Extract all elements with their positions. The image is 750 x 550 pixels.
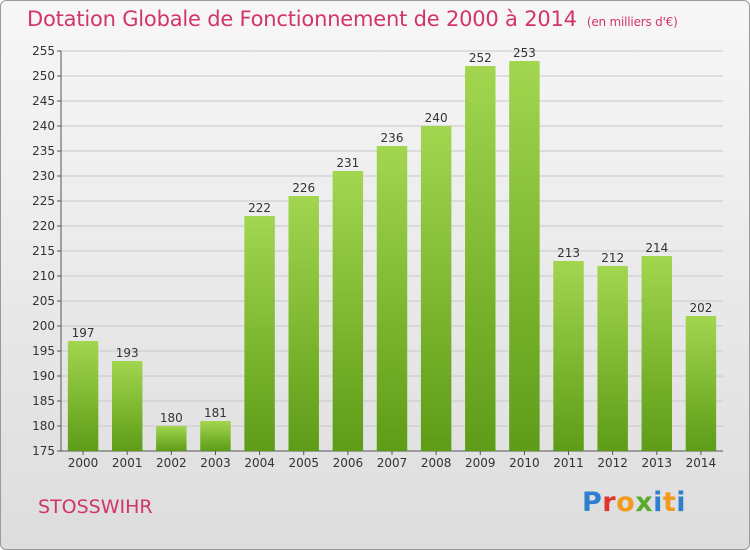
bar-value-label: 253	[513, 46, 536, 60]
x-tick-label: 2009	[465, 456, 496, 470]
commune-name: STOSSWIHR	[38, 496, 153, 518]
x-tick-label: 2012	[597, 456, 628, 470]
bar	[156, 426, 187, 451]
y-tick-label: 230	[32, 169, 55, 183]
bars: 197 193 180 181 222 226 231 236 240 252 253 213 212 2…	[67, 46, 717, 451]
bar	[509, 61, 540, 451]
y-tick-label: 195	[32, 344, 55, 358]
title-unit: (en milliers d'€)	[586, 15, 678, 29]
bar-value-label: 213	[557, 246, 580, 260]
bar	[244, 216, 275, 451]
bar-value-label: 212	[601, 251, 624, 265]
proxiti-logo: Proxiti	[582, 487, 687, 518]
chart-title: Dotation Globale de Fonctionnement de 20…	[27, 7, 678, 31]
title-text: Dotation Globale de Fonctionnement de 20…	[27, 7, 577, 31]
bar-value-label: 231	[336, 156, 359, 170]
y-tick-label: 215	[32, 244, 55, 258]
y-tick-label: 175	[32, 444, 55, 458]
y-tick-label: 245	[32, 94, 55, 108]
bar	[200, 421, 231, 451]
y-tick-label: 200	[32, 319, 55, 333]
y-tick-label: 225	[32, 194, 55, 208]
x-tick-label: 2010	[509, 456, 540, 470]
y-tick-label: 205	[32, 294, 55, 308]
y-tick-label: 235	[32, 144, 55, 158]
bar	[465, 66, 496, 451]
bar	[597, 266, 628, 451]
bar-value-label: 240	[425, 111, 448, 125]
x-tick-label: 2006	[333, 456, 364, 470]
bar-value-label: 180	[160, 411, 183, 425]
x-tick-label: 2004	[244, 456, 275, 470]
bar	[288, 196, 319, 451]
y-tick-label: 180	[32, 419, 55, 433]
bar-value-label: 214	[645, 241, 668, 255]
bar-value-label: 181	[204, 406, 227, 420]
y-tick-label: 210	[32, 269, 55, 283]
bar	[376, 146, 408, 451]
y-tick-label: 185	[32, 394, 55, 408]
bar-value-label: 197	[72, 326, 95, 340]
bar	[685, 316, 717, 451]
bar	[641, 256, 673, 451]
bar-value-label: 252	[469, 51, 492, 65]
bar-value-label: 222	[248, 201, 271, 215]
bar-value-label: 193	[116, 346, 139, 360]
bar	[111, 361, 143, 451]
x-tick-label: 2005	[288, 456, 319, 470]
bar	[553, 261, 584, 451]
y-tick-label: 220	[32, 219, 55, 233]
x-tick-label: 2011	[553, 456, 584, 470]
x-tick-label: 2007	[377, 456, 408, 470]
x-tick-label: 2008	[421, 456, 452, 470]
x-tick-label: 2013	[642, 456, 673, 470]
x-tick-label: 2014	[686, 456, 717, 470]
x-tick-label: 2000	[68, 456, 99, 470]
y-tick-label: 240	[32, 119, 55, 133]
x-tick-label: 2002	[156, 456, 187, 470]
bar-value-label: 226	[292, 181, 315, 195]
bar	[420, 126, 452, 451]
bar-value-label: 236	[381, 131, 404, 145]
bar	[67, 341, 99, 451]
y-tick-label: 250	[32, 69, 55, 83]
y-tick-label: 190	[32, 369, 55, 383]
bar	[332, 171, 364, 451]
y-tick-label: 255	[32, 44, 55, 58]
x-tick-label: 2001	[112, 456, 143, 470]
bar-value-label: 202	[689, 301, 712, 315]
x-tick-label: 2003	[200, 456, 231, 470]
